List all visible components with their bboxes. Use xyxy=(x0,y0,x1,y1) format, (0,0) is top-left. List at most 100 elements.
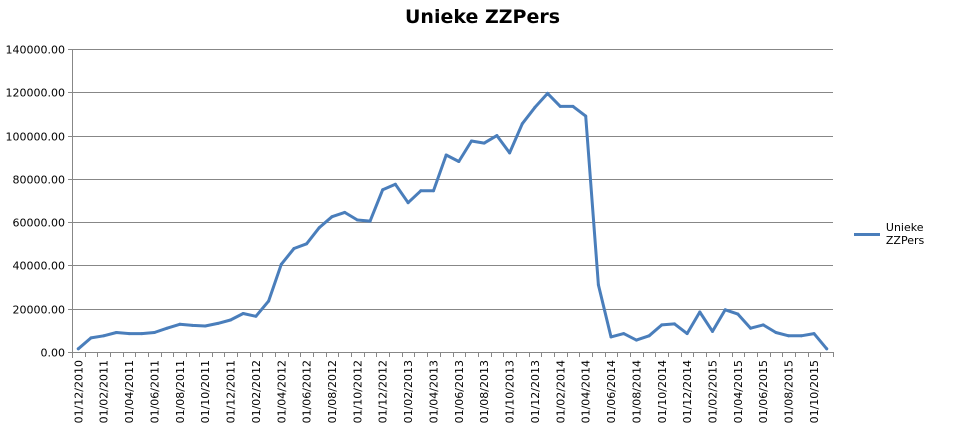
x-tick-label: 01/10/2012 xyxy=(351,360,364,423)
data-point xyxy=(736,312,740,316)
data-point xyxy=(140,332,144,336)
y-tick-label: 100000.00 xyxy=(6,131,66,144)
x-tick-label: 01/02/2012 xyxy=(250,360,263,423)
x-tick-label: 01/12/2011 xyxy=(225,360,238,423)
data-point xyxy=(229,318,232,322)
data-point xyxy=(622,332,626,336)
x-tick-label: 01/04/2011 xyxy=(123,360,136,423)
x-tick-label: 01/10/2013 xyxy=(504,360,517,423)
data-point xyxy=(241,312,245,315)
data-point xyxy=(419,189,423,193)
data-point xyxy=(152,331,156,334)
data-point xyxy=(774,331,778,334)
data-point xyxy=(191,323,194,327)
data-point xyxy=(470,139,473,143)
data-point xyxy=(634,338,638,342)
x-axis-tick-labels: 01/12/2010 01/02/2011 01/04/2011 01/06/2011… xyxy=(72,360,821,423)
data-point xyxy=(178,322,182,326)
data-point xyxy=(787,334,791,338)
data-point xyxy=(343,210,347,214)
x-tick-label: 01/08/2011 xyxy=(174,360,187,423)
data-point xyxy=(254,314,258,318)
data-point xyxy=(406,201,410,205)
data-point xyxy=(647,334,651,338)
data-point xyxy=(508,151,512,155)
data-point xyxy=(330,215,334,219)
data-point xyxy=(825,347,829,351)
x-tick-label: 01/12/2012 xyxy=(377,360,390,423)
data-point xyxy=(609,335,613,339)
y-axis-tick-labels: 0.00 20000.00 40000.00 60000.00 80000.00 1000… xyxy=(6,44,66,360)
data-point xyxy=(267,299,271,303)
legend-swatch xyxy=(854,232,880,236)
x-tick-label: 01/08/2012 xyxy=(326,360,339,423)
y-tick-label: 0.00 xyxy=(41,347,66,360)
data-point xyxy=(723,308,727,312)
series-layer xyxy=(76,91,829,351)
x-tick-label: 01/08/2015 xyxy=(783,360,796,423)
data-point xyxy=(596,283,600,287)
x-tick-label: 01/06/2015 xyxy=(757,360,770,423)
y-tick-label: 120000.00 xyxy=(6,87,66,100)
data-point xyxy=(571,104,575,108)
data-point xyxy=(114,331,118,334)
x-tick-label: 01/12/2014 xyxy=(681,360,694,423)
x-tick-label: 01/04/2015 xyxy=(732,360,745,423)
data-point xyxy=(558,104,562,108)
x-tick-label: 01/08/2013 xyxy=(478,360,491,423)
x-tick-label: 01/10/2011 xyxy=(199,360,212,423)
data-point xyxy=(812,332,816,336)
data-point xyxy=(216,321,220,325)
data-point xyxy=(660,323,664,327)
data-point xyxy=(165,326,169,330)
data-point xyxy=(546,91,550,95)
data-point xyxy=(673,322,676,326)
x-tick-label: 01/02/2013 xyxy=(402,360,415,423)
chart-title: Unieke ZZPers xyxy=(404,6,561,28)
data-point xyxy=(127,332,131,336)
y-tick-label: 20000.00 xyxy=(13,304,66,317)
x-tick-label: 01/02/2015 xyxy=(707,360,720,423)
y-tick-label: 60000.00 xyxy=(13,217,66,230)
x-tick-label: 01/06/2011 xyxy=(148,360,161,423)
y-tick-label: 40000.00 xyxy=(13,260,66,273)
data-point xyxy=(89,336,93,340)
gridlines xyxy=(72,49,833,353)
data-point xyxy=(495,134,499,138)
data-point xyxy=(533,105,537,109)
x-tick-label: 01/04/2013 xyxy=(427,360,440,423)
data-point xyxy=(393,182,397,186)
data-point xyxy=(355,218,359,222)
data-point xyxy=(711,329,714,333)
data-point xyxy=(799,334,803,338)
legend: Unieke ZZPers xyxy=(854,221,965,247)
data-point xyxy=(482,141,486,145)
data-point xyxy=(368,219,372,223)
data-point xyxy=(381,188,385,192)
y-tick-label: 140000.00 xyxy=(6,44,66,57)
x-tick-label: 01/12/2010 xyxy=(72,360,85,423)
x-tick-label: 01/06/2012 xyxy=(301,360,314,423)
data-point xyxy=(698,310,702,314)
x-tick-label: 01/06/2014 xyxy=(605,360,618,423)
x-tick-label: 01/02/2011 xyxy=(98,360,111,423)
data-point xyxy=(203,324,207,328)
data-point xyxy=(749,326,753,330)
data-point xyxy=(761,323,765,327)
data-point xyxy=(584,114,588,118)
series-line xyxy=(76,91,829,351)
x-tick-label: 01/06/2013 xyxy=(453,360,466,423)
data-point xyxy=(102,334,106,338)
data-point xyxy=(685,332,689,336)
axes xyxy=(68,49,834,358)
data-point xyxy=(317,226,321,230)
x-tick-label: 01/04/2014 xyxy=(580,360,593,423)
x-tick-label: 01/10/2015 xyxy=(808,360,821,423)
x-tick-label: 01/04/2012 xyxy=(275,360,288,423)
data-point xyxy=(292,247,296,250)
legend-label: Unieke ZZPers xyxy=(885,221,925,247)
x-tick-label: 01/10/2014 xyxy=(656,360,669,423)
data-point xyxy=(432,189,435,193)
data-point xyxy=(305,242,309,246)
